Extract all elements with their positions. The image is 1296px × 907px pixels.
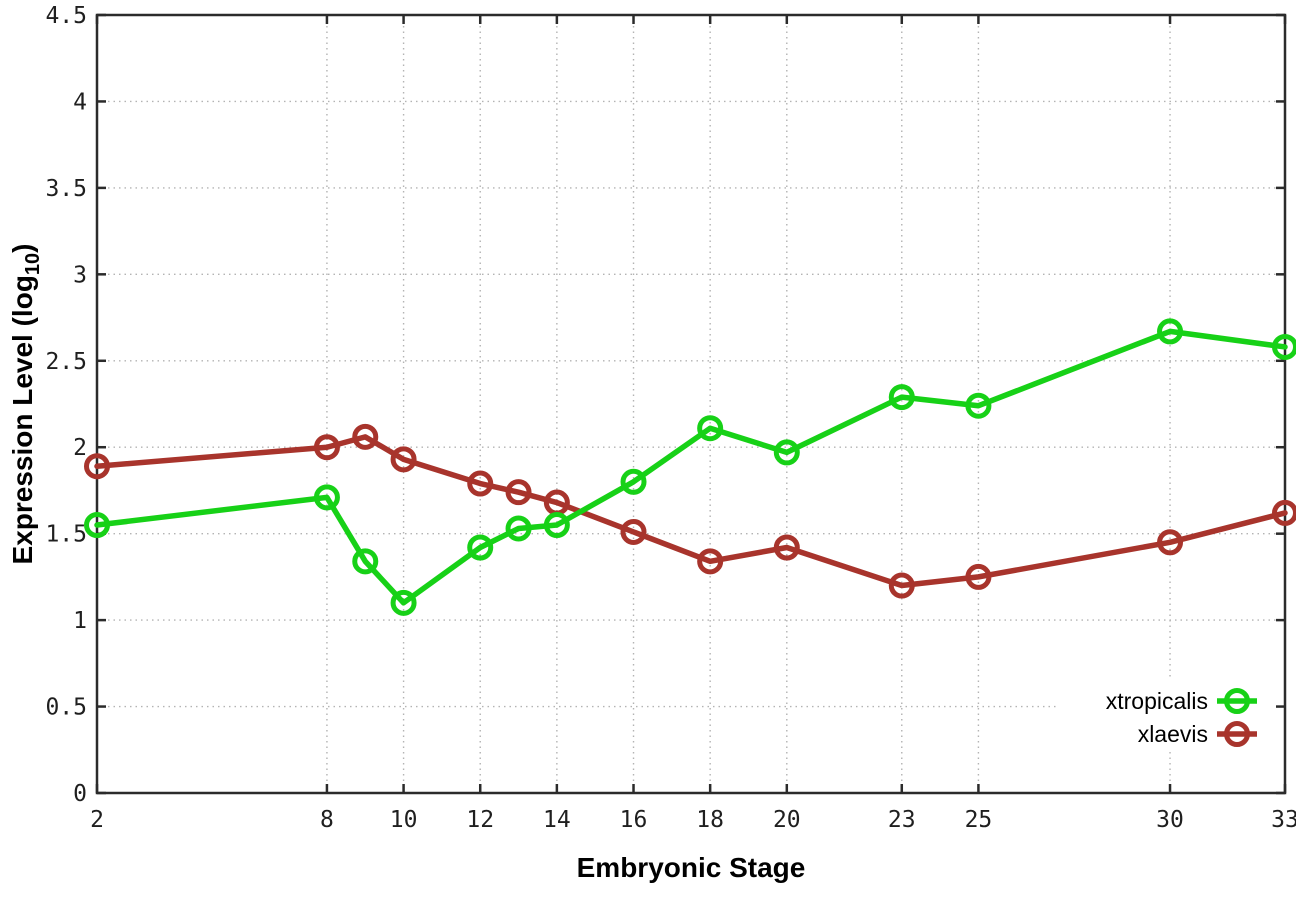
data-point-xtropicalis-14 [543, 512, 570, 539]
y-tick-label-1.5: 1.5 [45, 522, 87, 548]
data-point-xlaevis-20 [773, 534, 800, 561]
y-tick-label-2: 2 [73, 435, 87, 461]
x-tick-label-25: 25 [965, 807, 993, 833]
data-point-xlaevis-12 [467, 470, 494, 497]
data-point-xtropicalis-8 [313, 484, 340, 511]
data-point-xlaevis-13 [505, 479, 532, 506]
x-tick-label-23: 23 [888, 807, 916, 833]
y-tick-label-3.5: 3.5 [45, 176, 87, 202]
y-tick-label-1: 1 [73, 608, 87, 634]
y-tick-label-4.5: 4.5 [45, 3, 87, 29]
data-point-xtropicalis-20 [773, 439, 800, 466]
y-tick-label-4: 4 [73, 89, 87, 115]
y-axis-title-main: Expression Level (log [7, 275, 38, 564]
x-axis-title: Embryonic Stage [577, 852, 806, 883]
x-tick-label-16: 16 [620, 807, 648, 833]
data-point-xlaevis-18 [697, 548, 724, 575]
legend-sample-marker-xlaevis [1224, 721, 1250, 747]
x-tick-label-30: 30 [1156, 807, 1184, 833]
y-axis-title: Expression Level (log10) [7, 244, 44, 565]
x-tick-label-10: 10 [390, 807, 418, 833]
x-tick-label-14: 14 [543, 807, 571, 833]
data-point-xlaevis-16 [620, 518, 647, 545]
data-point-xlaevis-25 [965, 563, 992, 590]
x-tick-label-8: 8 [320, 807, 334, 833]
data-point-xtropicalis-10 [390, 589, 417, 616]
data-point-xtropicalis-9 [352, 548, 379, 575]
x-tick-label-33: 33 [1271, 807, 1296, 833]
data-point-xlaevis-8 [313, 434, 340, 461]
y-axis-title-suffix: ) [7, 244, 38, 253]
series-layer [84, 318, 1296, 616]
y-axis-title-subscript: 10 [22, 253, 44, 275]
data-point-xtropicalis-18 [697, 415, 724, 442]
legend-entry-xlaevis: xlaevis [1138, 721, 1257, 747]
series-line-xtropicalis [94, 328, 1288, 606]
series-xtropicalis [84, 318, 1296, 616]
data-point-xlaevis-23 [888, 572, 915, 599]
y-tick-label-0: 0 [73, 781, 87, 807]
plot-border [95, 13, 1287, 795]
y-tick-label-0.5: 0.5 [45, 695, 87, 721]
tick-labels: 2 8 10 12 14 16 18 20 23 25 30 33 0 0.5 1 1.5 2 2.5 3 3.5 4 4… [45, 3, 1296, 833]
x-tick-label-18: 18 [696, 807, 724, 833]
y-tick-label-3: 3 [73, 262, 87, 288]
x-tick-label-12: 12 [466, 807, 494, 833]
data-point-xtropicalis-12 [467, 534, 494, 561]
data-point-xtropicalis-16 [620, 468, 647, 495]
data-point-xlaevis-30 [1157, 529, 1184, 556]
data-point-xlaevis-9 [352, 423, 379, 450]
series-line-xlaevis [94, 434, 1288, 589]
y-tick-label-2.5: 2.5 [45, 349, 87, 375]
series-xlaevis [84, 423, 1296, 599]
data-point-xtropicalis-2 [84, 512, 110, 539]
data-point-xtropicalis-25 [965, 392, 992, 419]
data-point-xlaevis-10 [390, 446, 417, 473]
gridlines [97, 15, 1285, 793]
x-tick-label-2: 2 [90, 807, 104, 833]
legend-label-xtropicalis: xtropicalis [1106, 688, 1208, 714]
legend: xtropicalis xlaevis [1058, 679, 1276, 751]
data-point-xtropicalis-23 [888, 384, 915, 411]
data-point-xtropicalis-30 [1157, 318, 1184, 345]
x-tick-label-20: 20 [773, 807, 801, 833]
data-point-xtropicalis-13 [505, 515, 532, 542]
legend-entry-xtropicalis: xtropicalis [1106, 688, 1257, 714]
tick-marks [95, 13, 1287, 795]
data-point-xlaevis-2 [84, 453, 110, 480]
legend-label-xlaevis: xlaevis [1138, 721, 1208, 747]
legend-sample-marker-xtropicalis [1224, 688, 1250, 714]
